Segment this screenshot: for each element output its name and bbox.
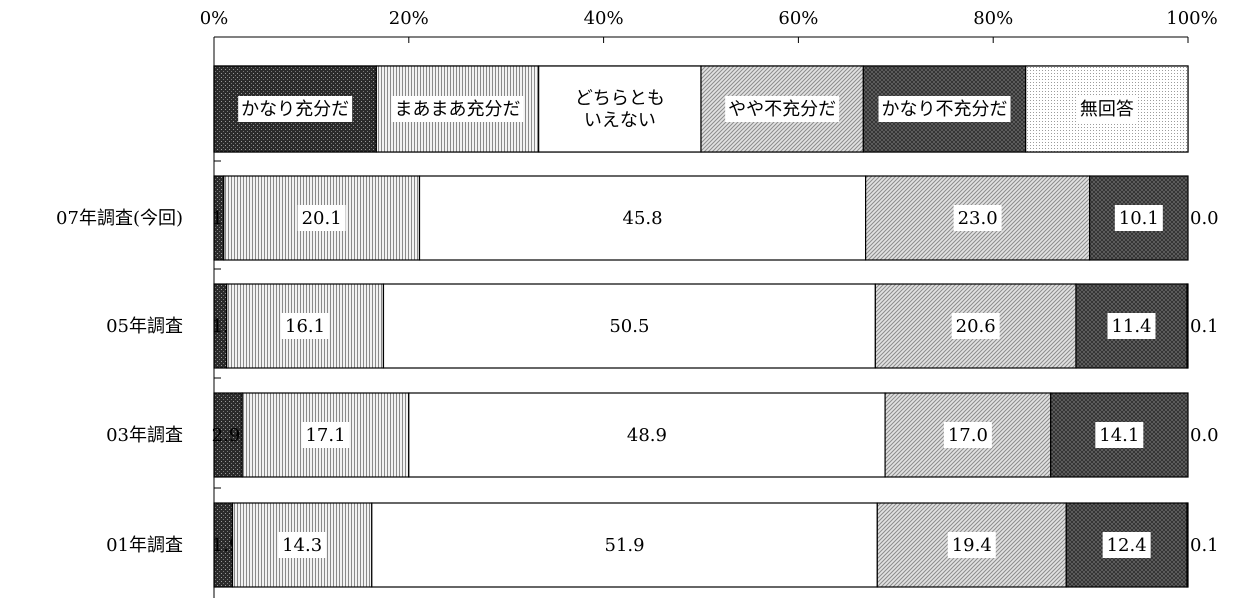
- data-label: 20.6: [956, 316, 996, 337]
- data-label-bg: [1102, 532, 1151, 558]
- legend-label-bg: [725, 96, 840, 122]
- legend-label-bg: [571, 85, 668, 133]
- legend-label: どちらともいえない: [575, 88, 665, 131]
- legend-label-bg: [238, 96, 353, 122]
- data-label-bg: [947, 532, 996, 558]
- data-label: 14.3: [282, 535, 322, 556]
- bar-segment: [1186, 502, 1189, 588]
- data-label-bg: [953, 205, 1002, 231]
- data-label: 17.0: [948, 425, 988, 446]
- data-label-bg: [951, 313, 1000, 339]
- legend-label: かなり充分だ: [241, 99, 349, 120]
- category-label: 05年調査: [106, 316, 183, 337]
- x-tick-label: 20%: [389, 8, 429, 29]
- x-tick-label: 100%: [1166, 8, 1217, 29]
- legend-label: まあまあ充分だ: [395, 99, 521, 120]
- data-label-bg: [281, 313, 330, 339]
- data-label-bg: [1107, 313, 1156, 339]
- data-label: 19.4: [952, 535, 992, 556]
- legend-label: やや不充分だ: [728, 99, 836, 120]
- x-tick-label: 80%: [973, 8, 1013, 29]
- data-label-bg: [1114, 205, 1163, 231]
- legend-label-bg: [878, 96, 1011, 122]
- legend-label-bg: [391, 96, 524, 122]
- data-label-bg: [605, 313, 654, 339]
- data-label-bg: [618, 205, 667, 231]
- data-label-bg: [943, 422, 992, 448]
- data-label: 50.5: [609, 316, 649, 337]
- data-label: 45.8: [623, 208, 663, 229]
- data-label: 0.0: [1190, 425, 1219, 446]
- data-label: 16.1: [285, 316, 325, 337]
- data-label: 0.1: [1190, 316, 1219, 337]
- data-label-bg: [1095, 422, 1144, 448]
- data-label: 2.9: [212, 425, 241, 446]
- x-tick-label: 60%: [778, 8, 818, 29]
- data-label: 10.1: [1119, 208, 1159, 229]
- category-label: 01年調査: [106, 535, 183, 556]
- data-label: 12.4: [1107, 535, 1147, 556]
- data-label-bg: [278, 532, 327, 558]
- data-label: 14.1: [1099, 425, 1139, 446]
- data-label-bg: [297, 205, 346, 231]
- legend-label-bg: [1076, 96, 1137, 122]
- data-label: 23.0: [958, 208, 998, 229]
- bar-segment: [874, 283, 1077, 369]
- legend: かなり充分だ まあまあ充分だ どちらともいえない やや不充分だ かなり不充分だ 無回答: [213, 65, 1189, 153]
- bars: 07年調査(今回)1.020.145.823.010.10.005年調査1.31…: [56, 175, 1219, 588]
- x-tick-label: 0%: [200, 8, 229, 29]
- data-label: 48.9: [627, 425, 667, 446]
- legend-label: かなり不充分だ: [882, 99, 1008, 120]
- x-tick-label: 40%: [584, 8, 624, 29]
- data-label: 0.0: [1190, 208, 1219, 229]
- category-label: 03年調査: [106, 425, 183, 446]
- data-label-bg: [301, 422, 350, 448]
- data-label-bg: [622, 422, 671, 448]
- bar-segment: [1186, 283, 1189, 369]
- data-label: 17.1: [305, 425, 345, 446]
- data-label: 20.1: [302, 208, 342, 229]
- data-label-bg: [600, 532, 649, 558]
- data-label: 0.1: [1190, 535, 1219, 556]
- legend-label: 無回答: [1080, 99, 1134, 120]
- category-label: 07年調査(今回): [56, 208, 183, 229]
- data-label: 51.9: [605, 535, 645, 556]
- data-label: 11.4: [1111, 316, 1151, 337]
